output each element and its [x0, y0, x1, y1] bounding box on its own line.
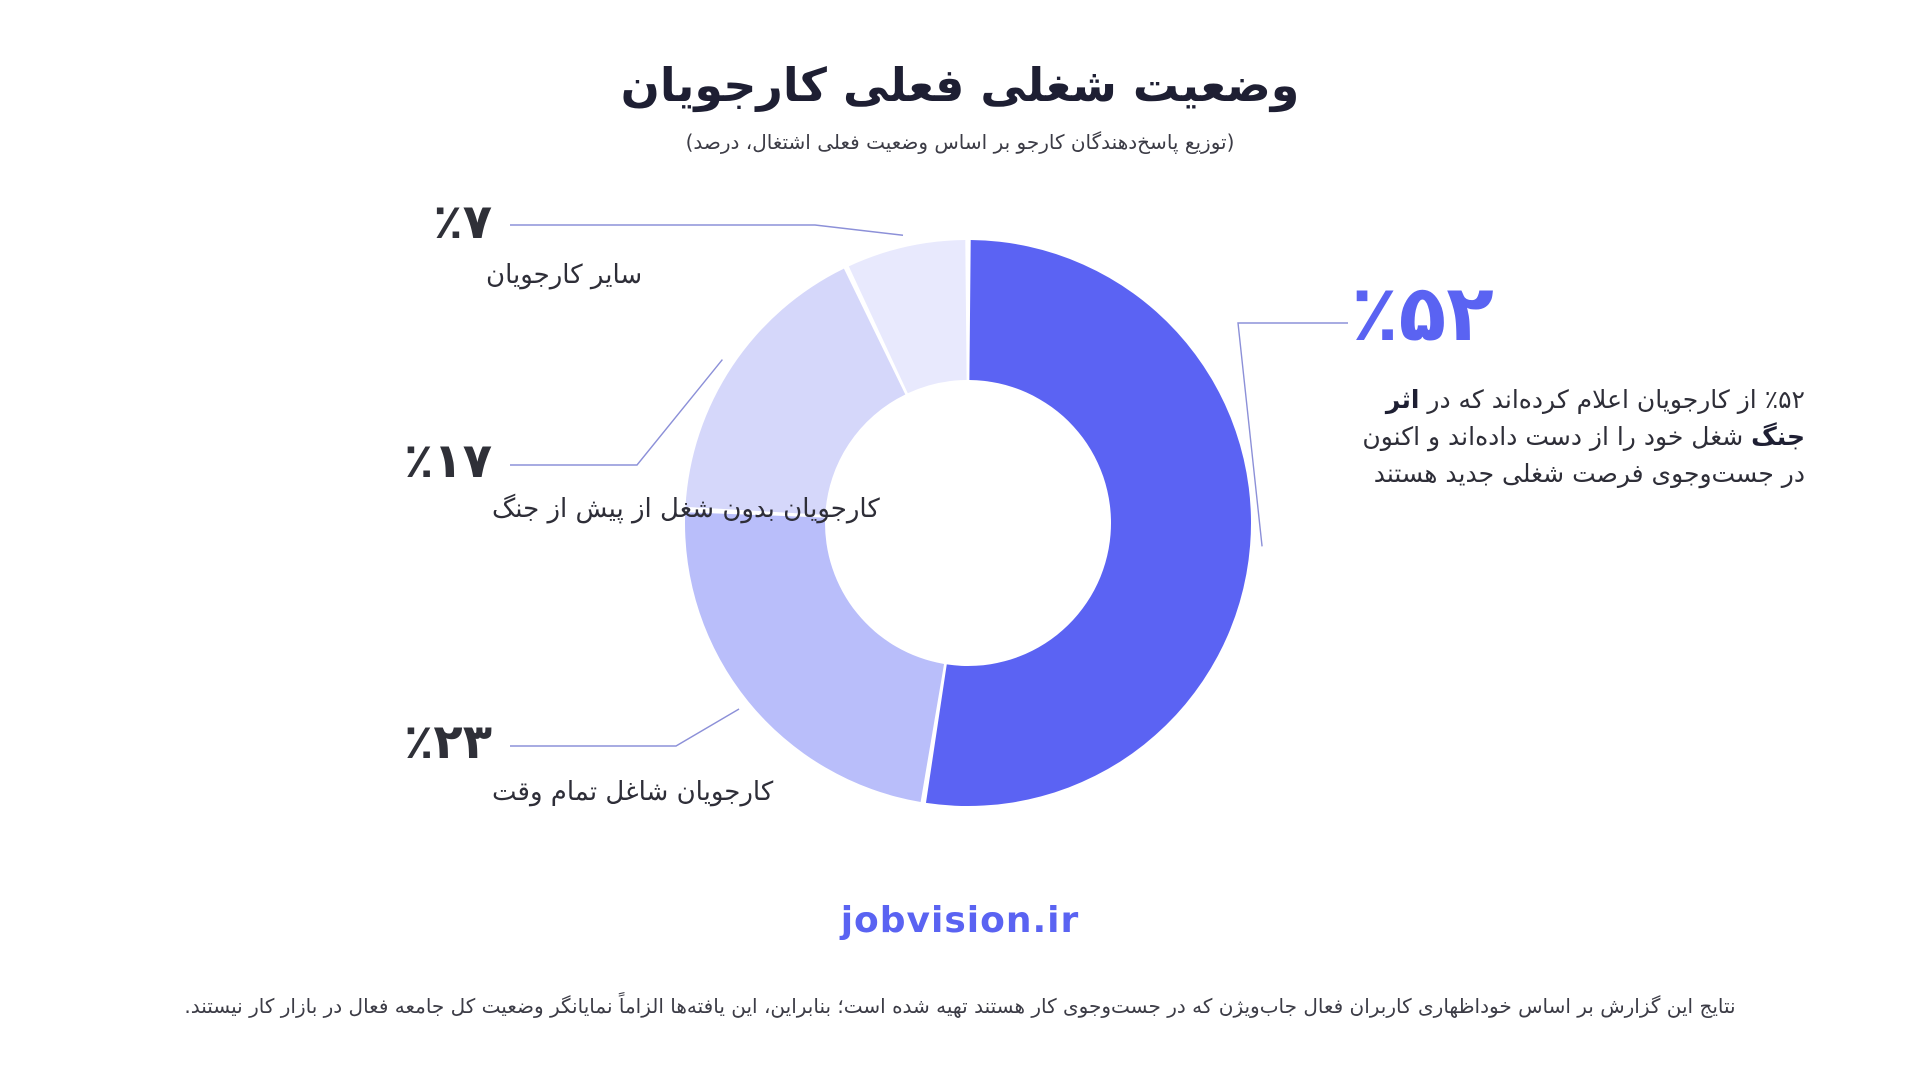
- category-label-employed_full_time: کارجویان شاغل تمام وقت: [492, 777, 774, 807]
- value-label-unemployed_before_war: ٪۱۷: [404, 433, 492, 489]
- donut-slice-other: [848, 240, 967, 394]
- chart-subtitle: (توزیع پاسخ‌دهندگان کارجو بر اساس وضعیت …: [685, 130, 1235, 154]
- value-label-war_job_loss: ٪۵۲: [1351, 269, 1494, 359]
- value-label-employed_full_time: ٪۲۳: [404, 714, 492, 770]
- footnote: نتایج این گزارش بر اساس خوداظهاری کاربرا…: [184, 994, 1736, 1018]
- leader-line-employed_full_time: [510, 708, 740, 747]
- brand-site: jobvision.ir: [840, 900, 1080, 941]
- category-label-unemployed_before_war: کارجویان بدون شغل از پیش از جنگ: [492, 493, 880, 524]
- leader-line-other: [510, 224, 904, 236]
- highlight-callout: ٪۵۲ از کارجویان اعلام کرده‌اند که در اثر…: [1345, 381, 1805, 492]
- category-label-other: سایر کارجویان: [486, 260, 642, 290]
- donut-slice-unemployed_before_war: [685, 268, 906, 515]
- callout-percent: ٪۵۲: [1764, 385, 1805, 414]
- donut-slice-employed_full_time: [684, 512, 945, 803]
- donut-slice-war_job_loss: [925, 240, 1251, 806]
- value-label-other: ٪۷: [433, 194, 492, 250]
- leader-line-unemployed_before_war: [510, 359, 723, 466]
- callout-text-after: شغل خود را از دست داده‌اند و اکنون در جس…: [1362, 422, 1805, 488]
- leader-line-war_job_loss: [1237, 322, 1348, 547]
- callout-text-bold: اثر جنگ: [1385, 385, 1805, 451]
- chart-title: وضعیت شغلی فعلی کارجویان: [620, 58, 1300, 112]
- callout-text-before: از کارجویان اعلام کرده‌اند که در: [1427, 385, 1757, 414]
